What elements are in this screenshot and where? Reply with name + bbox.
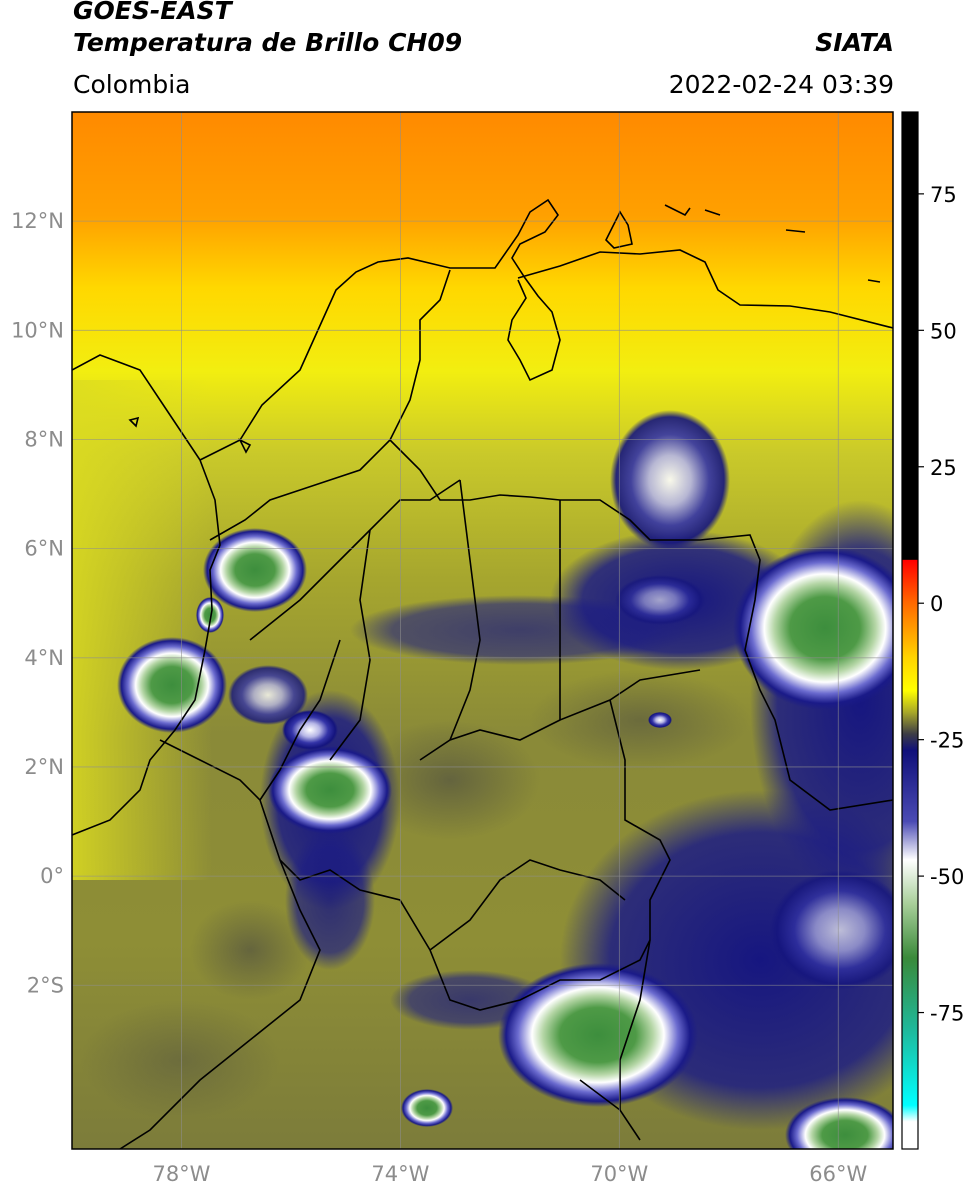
datetime-label: 2022-02-24 03:39 [668, 70, 894, 99]
colorbar-tick-label: 75 [930, 183, 957, 207]
colorbar-tick-label: 0 [930, 592, 943, 616]
satellite-imagery [72, 112, 893, 1149]
lon-tick-label: 78°W [152, 1162, 210, 1186]
lat-tick-label: 0° [40, 864, 64, 888]
colorbar-tick-label: 25 [930, 456, 957, 480]
lat-tick-label: 4°N [24, 646, 64, 670]
lon-tick-label: 70°W [590, 1162, 648, 1186]
brand-label: SIATA [815, 28, 894, 57]
product-title: Temperatura de Brillo CH09 [73, 28, 463, 57]
colorbar: 75 50 25 0 -25 -50 -75 [901, 111, 964, 1150]
lon-tick-label: 74°W [371, 1162, 429, 1186]
gridlines [72, 112, 893, 1149]
lat-tick-label: 2°N [24, 755, 64, 779]
region-label: Colombia [73, 70, 191, 99]
colorbar-tick-label: 50 [930, 319, 957, 343]
lat-tick-label: 6°N [24, 537, 64, 561]
colorbar-scale [901, 111, 919, 1150]
colorbar-tick-label: -75 [930, 1002, 964, 1026]
colorbar-tick-label: -25 [930, 729, 964, 753]
colorbar-tick-label: -50 [930, 865, 964, 889]
lat-tick-label: 2°S [27, 973, 64, 997]
satellite-title: GOES-EAST [73, 0, 232, 25]
map-frame [71, 111, 894, 1150]
lat-tick-label: 12°N [11, 209, 64, 233]
lon-tick-label: 66°W [809, 1162, 867, 1186]
lat-tick-label: 10°N [11, 318, 64, 342]
lat-tick-label: 8°N [24, 427, 64, 451]
